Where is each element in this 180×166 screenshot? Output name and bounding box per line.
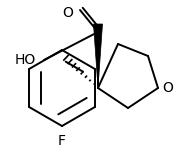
Polygon shape [93, 24, 102, 88]
Text: F: F [58, 134, 66, 148]
Text: O: O [162, 81, 173, 95]
Text: HO: HO [15, 53, 36, 67]
Text: O: O [63, 6, 73, 20]
